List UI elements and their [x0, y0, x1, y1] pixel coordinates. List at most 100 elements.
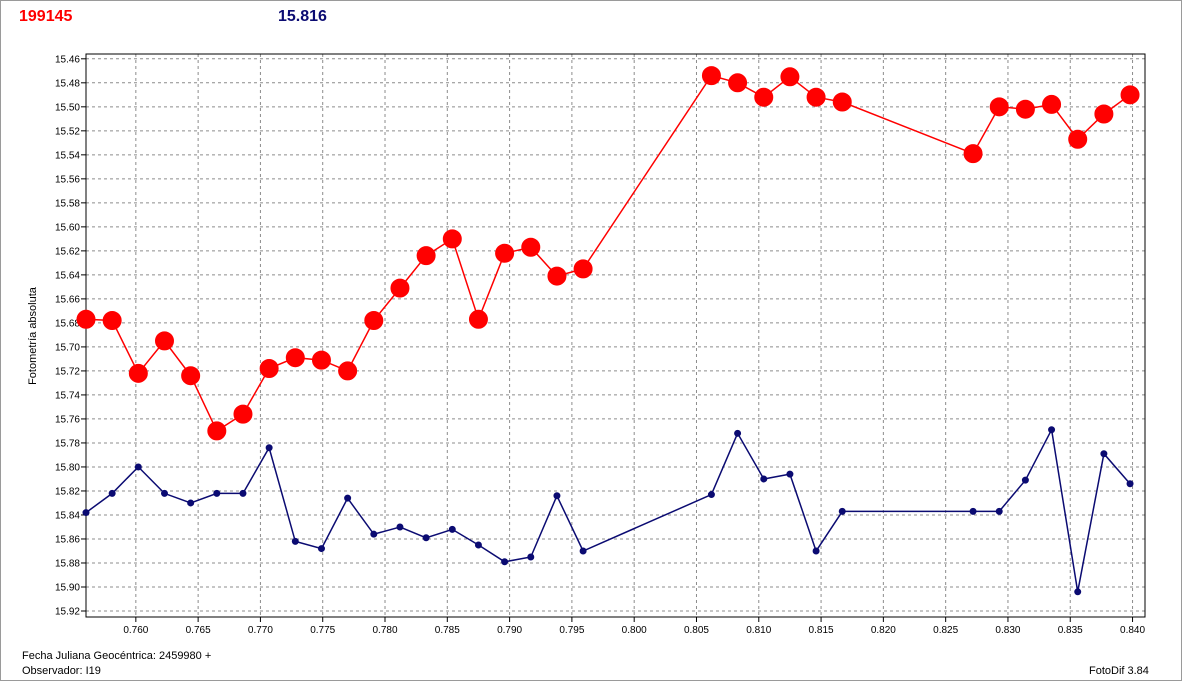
data-point: [390, 278, 410, 298]
series-line: [85, 74, 1131, 432]
y-tick-label: 15.50: [55, 102, 80, 113]
data-point: [547, 266, 567, 286]
x-tick-label: 0.800: [622, 625, 647, 636]
x-tick-label: 0.780: [372, 625, 397, 636]
data-point: [448, 525, 456, 533]
data-point: [291, 537, 299, 545]
data-point: [573, 259, 593, 279]
data-point: [579, 547, 587, 555]
data-point: [181, 366, 201, 386]
series-layer: [76, 66, 1140, 596]
y-tick-label: 15.58: [55, 198, 80, 209]
data-point: [1126, 480, 1134, 488]
data-point: [1021, 476, 1029, 484]
y-tick-label: 15.66: [55, 294, 80, 305]
data-point: [786, 470, 794, 478]
data-point: [396, 523, 404, 531]
plot-area-border: [85, 53, 1146, 618]
data-point: [213, 489, 221, 497]
y-tick-label: 15.88: [55, 558, 80, 569]
data-point: [1068, 129, 1088, 149]
y-tick-label: 15.90: [55, 582, 80, 593]
data-point: [780, 67, 800, 87]
data-point: [82, 509, 90, 517]
y-tick-label: 15.72: [55, 366, 80, 377]
y-tick-label: 15.60: [55, 222, 80, 233]
x-tick-label: 0.820: [871, 625, 896, 636]
y-tick-label: 15.82: [55, 486, 80, 497]
data-point: [1120, 85, 1140, 105]
y-tick-label: 15.70: [55, 342, 80, 353]
x-tick-label: 0.810: [746, 625, 771, 636]
data-point: [707, 491, 715, 499]
data-point: [154, 331, 174, 351]
y-tick-label: 15.52: [55, 126, 80, 137]
data-point: [1100, 450, 1108, 458]
data-point: [832, 92, 852, 112]
y-tick-label: 15.48: [55, 78, 80, 89]
data-point: [344, 494, 352, 502]
data-point: [553, 492, 561, 500]
data-point: [239, 489, 247, 497]
y-axis-label: Fotometría absoluta: [27, 286, 39, 385]
y-tick-label: 15.78: [55, 438, 80, 449]
data-point: [364, 310, 384, 330]
data-point: [812, 547, 820, 555]
data-point: [76, 309, 96, 329]
julian-date-label: Fecha Juliana Geocéntrica: 2459980 +: [22, 650, 212, 662]
data-point: [969, 507, 977, 515]
data-point: [259, 359, 279, 379]
data-point: [1094, 104, 1114, 124]
data-point: [1048, 426, 1056, 434]
axes: 0.760 0.765 0.770 0.775 0.780 0.785 0.790 0.795…: [55, 53, 1146, 636]
data-point: [187, 499, 195, 507]
star-id-label: 199145: [19, 8, 73, 25]
data-point: [838, 507, 846, 515]
x-tick-label: 0.815: [809, 625, 834, 636]
data-point: [1074, 588, 1082, 596]
data-point: [416, 246, 436, 266]
data-point: [422, 534, 430, 542]
x-tick-label: 0.760: [123, 625, 148, 636]
data-point: [501, 558, 509, 566]
x-tick-label: 0.770: [248, 625, 273, 636]
software-version-label: FotoDif 3.84: [1089, 665, 1149, 677]
x-tick-label: 0.825: [933, 625, 958, 636]
y-tick-label: 15.92: [55, 606, 80, 617]
x-tick-label: 0.785: [435, 625, 460, 636]
data-point: [285, 348, 305, 368]
x-tick-label: 0.765: [186, 625, 211, 636]
y-tick-label: 15.62: [55, 246, 80, 257]
data-point: [989, 97, 1009, 117]
data-point: [495, 243, 515, 263]
x-tick-label: 0.830: [995, 625, 1020, 636]
data-point: [442, 229, 462, 249]
y-tick-label: 15.68: [55, 318, 80, 329]
x-tick-label: 0.805: [684, 625, 709, 636]
y-tick-label: 15.64: [55, 270, 80, 281]
y-tick-label: 15.80: [55, 462, 80, 473]
y-tick-label: 15.46: [55, 54, 80, 65]
data-point: [760, 475, 768, 483]
data-point: [370, 530, 378, 538]
data-point: [102, 310, 122, 330]
reference-magnitude-label: 15.816: [278, 8, 327, 25]
y-tick-label: 15.86: [55, 534, 80, 545]
data-point: [128, 363, 148, 383]
data-point: [521, 237, 541, 257]
data-point: [207, 421, 227, 441]
data-point: [317, 545, 325, 553]
x-tick-label: 0.795: [559, 625, 584, 636]
data-point: [160, 489, 168, 497]
data-point: [108, 489, 116, 497]
y-tick-label: 15.84: [55, 510, 80, 521]
data-point: [474, 541, 482, 549]
x-tick-label: 0.840: [1120, 625, 1145, 636]
data-point: [468, 309, 488, 329]
data-point: [1042, 94, 1062, 114]
y-tick-label: 15.74: [55, 390, 80, 401]
data-point: [311, 350, 331, 370]
y-tick-label: 15.54: [55, 150, 80, 161]
